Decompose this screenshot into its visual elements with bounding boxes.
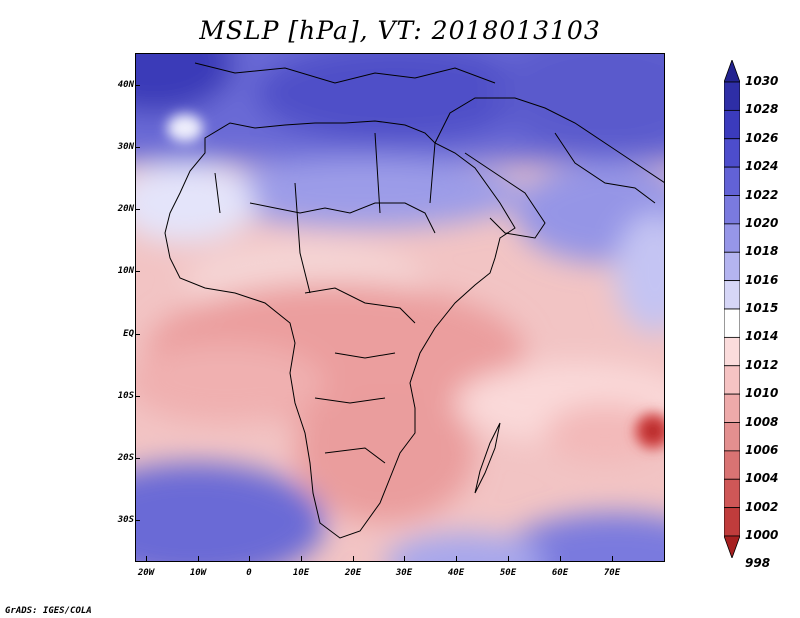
lon-label-50e: 50E [499, 568, 517, 578]
footer-credit: GrADS: IGES/COLA [5, 606, 92, 616]
lon-tick [198, 556, 199, 561]
lon-tick [560, 556, 561, 561]
colorbar-segment [724, 251, 740, 282]
colorbar-label: 1012 [745, 357, 779, 372]
colorbar-label: 1028 [745, 102, 779, 117]
lat-tick [135, 147, 140, 148]
colorbar-segment [724, 308, 740, 338]
colorbar-label: 1030 [745, 74, 779, 88]
colorbar-segment [724, 138, 740, 168]
colorbar-label: 1002 [745, 499, 779, 514]
lon-tick [508, 556, 509, 561]
lon-label-40e: 40E [447, 568, 465, 578]
lon-tick [612, 556, 613, 561]
colorbar-segment [724, 478, 740, 509]
lon-label-20e: 20E [344, 568, 362, 578]
colorbar-segment [724, 60, 740, 83]
colorbar-label: 1008 [745, 414, 779, 429]
lon-tick [456, 556, 457, 561]
lon-tick [301, 556, 302, 561]
lat-label-eq: EQ [123, 329, 134, 339]
lat-tick [135, 520, 140, 521]
map-title: MSLP [hPa], VT: 2018013103 [199, 16, 601, 45]
lon-tick [353, 556, 354, 561]
colorbar-label: 1004 [745, 471, 779, 486]
colorbar-label: 1018 [745, 244, 779, 259]
colorbar-segment [724, 166, 740, 196]
lat-label-20n: 20N [117, 204, 134, 214]
lat-tick [135, 458, 140, 459]
colorbar-label: 1010 [745, 386, 779, 401]
colorbar-segment [724, 422, 740, 452]
colorbar-label: 1020 [745, 215, 779, 230]
colorbar-segment [724, 195, 740, 225]
colorbar-label: 1022 [745, 187, 779, 202]
colorbar-segment [724, 223, 740, 253]
lon-tick [404, 556, 405, 561]
lon-label-0: 0 [246, 568, 252, 578]
lat-label-30n: 30N [117, 142, 134, 152]
colorbar-segment [724, 336, 740, 367]
colorbar-segment [724, 280, 740, 310]
lon-label-20w: 20W [137, 568, 155, 578]
colorbar-segment [724, 393, 740, 423]
colorbar-segment [724, 81, 740, 111]
colorbar-segment [724, 507, 740, 537]
colorbar-label: 998 [745, 556, 771, 571]
lat-tick [135, 271, 140, 272]
colorbar-segment [724, 535, 740, 558]
lat-tick [135, 396, 140, 397]
colorbar-label: 1024 [745, 159, 779, 174]
colorbar-label: 1016 [745, 272, 779, 287]
lon-tick [249, 556, 250, 561]
lat-label-10n: 10N [117, 266, 134, 276]
colorbar-segment [724, 365, 740, 395]
lat-tick [135, 209, 140, 210]
lat-tick [135, 334, 140, 335]
colorbar-label: 1015 [745, 301, 779, 315]
lon-label-60e: 60E [551, 568, 569, 578]
colorbar-segment [724, 109, 740, 140]
lat-label-20s: 20S [117, 453, 134, 463]
colorbar-label: 1006 [745, 442, 779, 457]
colorbar-segment [724, 450, 740, 480]
lat-label-10s: 10S [117, 391, 134, 401]
colorbar-label: 1000 [745, 528, 779, 542]
pressure-map [135, 53, 665, 562]
lon-label-10w: 10W [189, 568, 207, 578]
lon-label-30e: 30E [395, 568, 413, 578]
lat-label-40n: 40N [117, 80, 134, 90]
colorbar-label: 1026 [745, 130, 779, 145]
colorbar [724, 60, 740, 558]
lon-label-10e: 10E [292, 568, 310, 578]
colorbar-label: 1014 [745, 329, 779, 344]
lon-label-70e: 70E [603, 568, 621, 578]
lon-tick [146, 556, 147, 561]
lat-label-30s: 30S [117, 515, 134, 525]
lat-tick [135, 85, 140, 86]
